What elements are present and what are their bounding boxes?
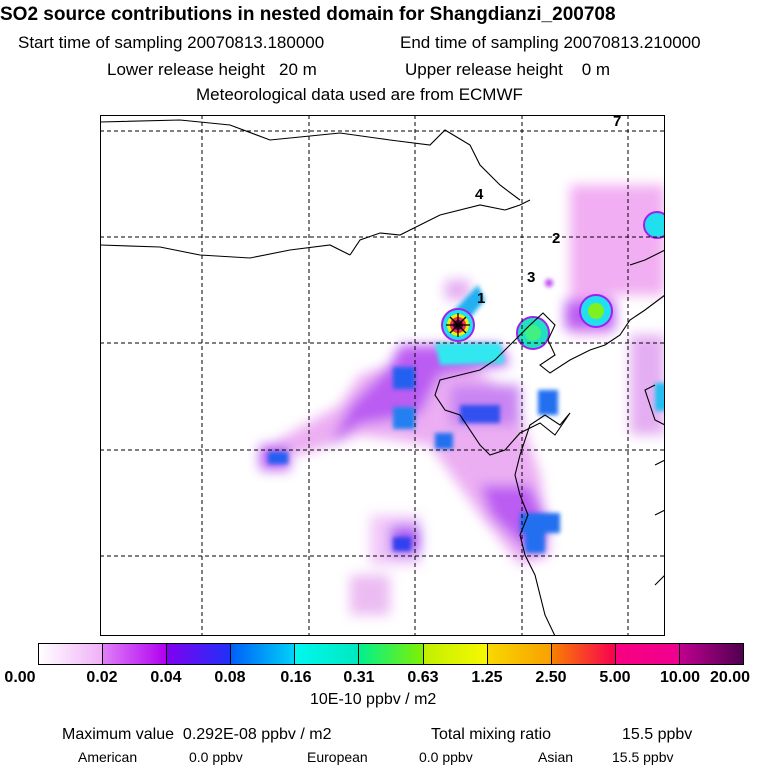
marker-label: 2: [552, 230, 560, 247]
colorbar-tick-label: 0.04: [150, 669, 182, 686]
colorbar-segment: [231, 644, 296, 664]
colorbar-tick-label: 10.00: [659, 669, 701, 686]
lower-release-height: Lower release height 20 m: [107, 60, 317, 79]
graticule: [100, 115, 665, 636]
colorbar-tick-label: 0.16: [280, 669, 312, 686]
colorbar-segment: [615, 644, 680, 664]
colorbar-tick-label: 0.02: [86, 669, 118, 686]
european-label: European: [307, 749, 368, 765]
colorbar: [38, 643, 744, 665]
colorbar-tick-label: 0.08: [214, 669, 246, 686]
colorbar-tick-label: 2.50: [535, 669, 567, 686]
total-mixing-ratio-label: Total mixing ratio: [431, 726, 552, 743]
asian-value: 15.5 ppbv: [612, 749, 674, 765]
start-time: Start time of sampling 20070813.180000: [18, 33, 325, 52]
colorbar-segment: [295, 644, 360, 664]
asian-label: Asian: [538, 749, 574, 765]
colorbar-tick-label: 0.31: [343, 669, 375, 686]
plot-title: SO2 source contributions in nested domai…: [0, 4, 616, 25]
map-plot: 1 2 3 4 7: [100, 115, 665, 636]
met-data-source: Meteorological data used are from ECMWF: [196, 85, 523, 104]
marker-label: 3: [527, 269, 535, 286]
colorbar-segment: [39, 644, 104, 664]
colorbar-unit: 10E-10 ppbv / m2: [310, 691, 437, 708]
colorbar-segment: [103, 644, 168, 664]
american-label: American: [78, 749, 138, 765]
map-frame: [100, 115, 665, 636]
colorbar-segment: [551, 644, 616, 664]
colorbar-segment: [487, 644, 552, 664]
colorbar-tick-label: 5.00: [599, 669, 631, 686]
marker-label: 4: [475, 186, 484, 203]
american-value: 0.0 ppbv: [189, 749, 243, 765]
colorbar-segment: [423, 644, 488, 664]
maximum-value: Maximum value 0.292E-08 ppbv / m2: [62, 726, 332, 743]
upper-release-height: Upper release height 0 m: [405, 60, 611, 79]
marker-label: 1: [477, 290, 485, 307]
marker-label: 7: [613, 115, 621, 130]
colorbar-segment: [167, 644, 232, 664]
colorbar-tick-label: 20.00: [709, 669, 751, 686]
concentration-field: [260, 185, 665, 615]
receptor-marker: [446, 313, 470, 337]
colorbar-segment: [359, 644, 424, 664]
end-time: End time of sampling 20070813.210000: [400, 33, 701, 52]
colorbar-tick-label: 1.25: [471, 669, 503, 686]
colorbar-segment: [679, 644, 744, 664]
coastline: [100, 119, 665, 636]
colorbar-tick-label: 0.63: [407, 669, 439, 686]
total-mixing-ratio-value: 15.5 ppbv: [622, 726, 693, 743]
european-value: 0.0 ppbv: [419, 749, 473, 765]
colorbar-tick-label: 0.00: [4, 669, 36, 686]
